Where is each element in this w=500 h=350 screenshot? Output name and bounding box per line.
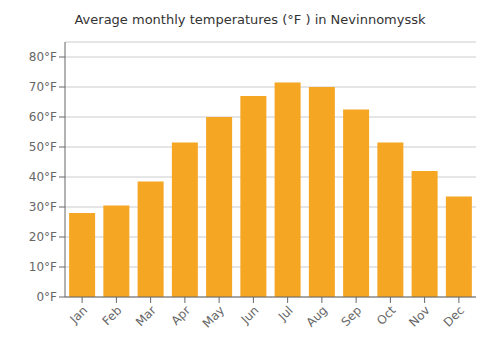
svg-text:80°F: 80°F xyxy=(29,50,57,64)
svg-text:Jan: Jan xyxy=(67,303,91,327)
svg-text:Oct: Oct xyxy=(374,303,399,328)
html-text:Average monthly temperatures (: Average monthly temperatures (°F ) in Ne… xyxy=(74,12,426,27)
svg-text:Apr: Apr xyxy=(168,303,193,328)
svg-text:Nov: Nov xyxy=(406,303,432,329)
svg-text:60°F: 60°F xyxy=(29,110,57,124)
svg-text:Dec: Dec xyxy=(441,303,467,329)
svg-text:20°F: 20°F xyxy=(29,230,57,244)
svg-text:50°F: 50°F xyxy=(29,140,57,154)
svg-text:10°F: 10°F xyxy=(29,260,57,274)
svg-text:May: May xyxy=(200,303,227,330)
svg-text:Aug: Aug xyxy=(304,303,330,329)
svg-text:Mar: Mar xyxy=(133,303,159,329)
svg-text:40°F: 40°F xyxy=(29,170,57,184)
svg-text:30°F: 30°F xyxy=(29,200,57,214)
svg-text:Feb: Feb xyxy=(100,303,125,328)
svg-text:Sep: Sep xyxy=(338,303,364,329)
svg-text:0°F: 0°F xyxy=(36,290,57,304)
svg-text:Jun: Jun xyxy=(238,303,262,327)
svg-text:Jul: Jul xyxy=(275,303,296,324)
svg-text:70°F: 70°F xyxy=(29,80,57,94)
